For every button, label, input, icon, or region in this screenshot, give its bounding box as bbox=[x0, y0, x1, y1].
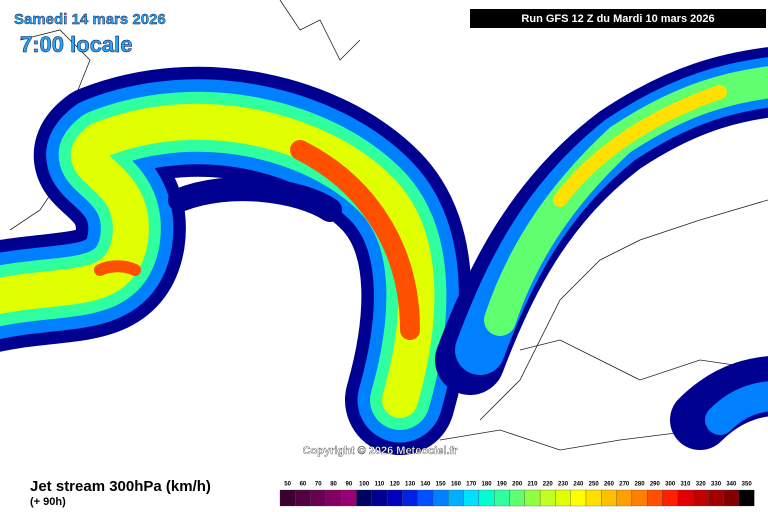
legend-label: 280 bbox=[635, 482, 646, 488]
footer-title: Jet stream 300hPa (km/h) bbox=[30, 478, 211, 495]
legend-label: 80 bbox=[330, 482, 337, 488]
jet-stream-west bbox=[0, 66, 472, 455]
legend-label: 60 bbox=[300, 482, 307, 488]
legend-label: 110 bbox=[375, 482, 385, 488]
color-swatch bbox=[279, 489, 296, 507]
legend-label: 310 bbox=[680, 482, 691, 488]
color-swatch bbox=[341, 489, 357, 507]
legend-label: 160 bbox=[451, 482, 462, 488]
color-swatch bbox=[647, 489, 663, 507]
legend-label: 290 bbox=[650, 482, 661, 488]
color-swatch bbox=[356, 489, 372, 507]
color-swatch bbox=[738, 489, 755, 507]
lead-time: (+ 90h) bbox=[30, 496, 66, 508]
jet-stream-east bbox=[435, 47, 768, 450]
color-swatch bbox=[708, 489, 724, 507]
legend-label: 230 bbox=[558, 482, 569, 488]
color-swatch bbox=[325, 489, 342, 507]
legend-label: 130 bbox=[405, 482, 416, 488]
date-label: Samedi 14 mars 2026 bbox=[14, 11, 166, 28]
legend-label: 260 bbox=[604, 482, 615, 488]
color-legend: 50 60 70 80 90 100 110 120 130 140 150 160 170 180 190… bbox=[279, 482, 755, 507]
color-swatch bbox=[570, 489, 587, 507]
legend-label: 70 bbox=[315, 482, 322, 488]
color-swatch bbox=[417, 489, 434, 507]
legend-label: 120 bbox=[390, 482, 401, 488]
color-swatch bbox=[662, 489, 678, 507]
legend-label: 150 bbox=[436, 482, 447, 488]
color-swatch bbox=[402, 489, 418, 507]
legend-label: 220 bbox=[543, 482, 554, 488]
legend-label: 50 bbox=[284, 482, 291, 488]
color-swatch bbox=[555, 489, 571, 507]
legend-label: 190 bbox=[497, 482, 508, 488]
legend-label: 170 bbox=[466, 482, 477, 488]
color-swatch bbox=[463, 489, 480, 507]
legend-label: 270 bbox=[619, 482, 630, 488]
color-swatch bbox=[616, 489, 633, 507]
copyright: Copyright © 2026 Meteociel.fr bbox=[303, 445, 459, 457]
color-swatch bbox=[539, 489, 556, 507]
color-swatch bbox=[524, 489, 541, 507]
run-banner bbox=[470, 9, 766, 28]
legend-label: 320 bbox=[696, 482, 707, 488]
legend-label: 140 bbox=[420, 482, 431, 488]
time-label: 7:00 locale bbox=[20, 32, 133, 57]
color-swatch bbox=[601, 489, 617, 507]
legend-label: 180 bbox=[482, 482, 493, 488]
legend-label: 240 bbox=[573, 482, 584, 488]
color-swatch bbox=[432, 489, 449, 507]
run-label: Run GFS 12 Z du Mardi 10 mars 2026 bbox=[521, 13, 714, 25]
color-swatch bbox=[448, 489, 464, 507]
legend-label: 90 bbox=[346, 482, 353, 488]
color-swatch bbox=[692, 489, 709, 507]
legend-label: 200 bbox=[512, 482, 523, 488]
color-swatch bbox=[677, 489, 694, 507]
color-swatch bbox=[509, 489, 525, 507]
color-swatch bbox=[310, 489, 327, 507]
color-swatch bbox=[585, 489, 602, 507]
legend-label: 100 bbox=[359, 482, 370, 488]
color-swatch bbox=[723, 489, 740, 507]
legend-label: 250 bbox=[589, 482, 600, 488]
color-swatch bbox=[295, 489, 311, 507]
legend-label: 340 bbox=[726, 482, 737, 488]
legend-label: 300 bbox=[665, 482, 676, 488]
color-swatch bbox=[478, 489, 495, 507]
legend-label: 330 bbox=[711, 482, 722, 488]
color-swatch bbox=[494, 489, 510, 507]
color-swatch bbox=[631, 489, 648, 507]
legend-label: 210 bbox=[527, 482, 538, 488]
color-swatch bbox=[386, 489, 403, 507]
color-swatch bbox=[371, 489, 388, 507]
legend-label: 350 bbox=[742, 482, 753, 488]
